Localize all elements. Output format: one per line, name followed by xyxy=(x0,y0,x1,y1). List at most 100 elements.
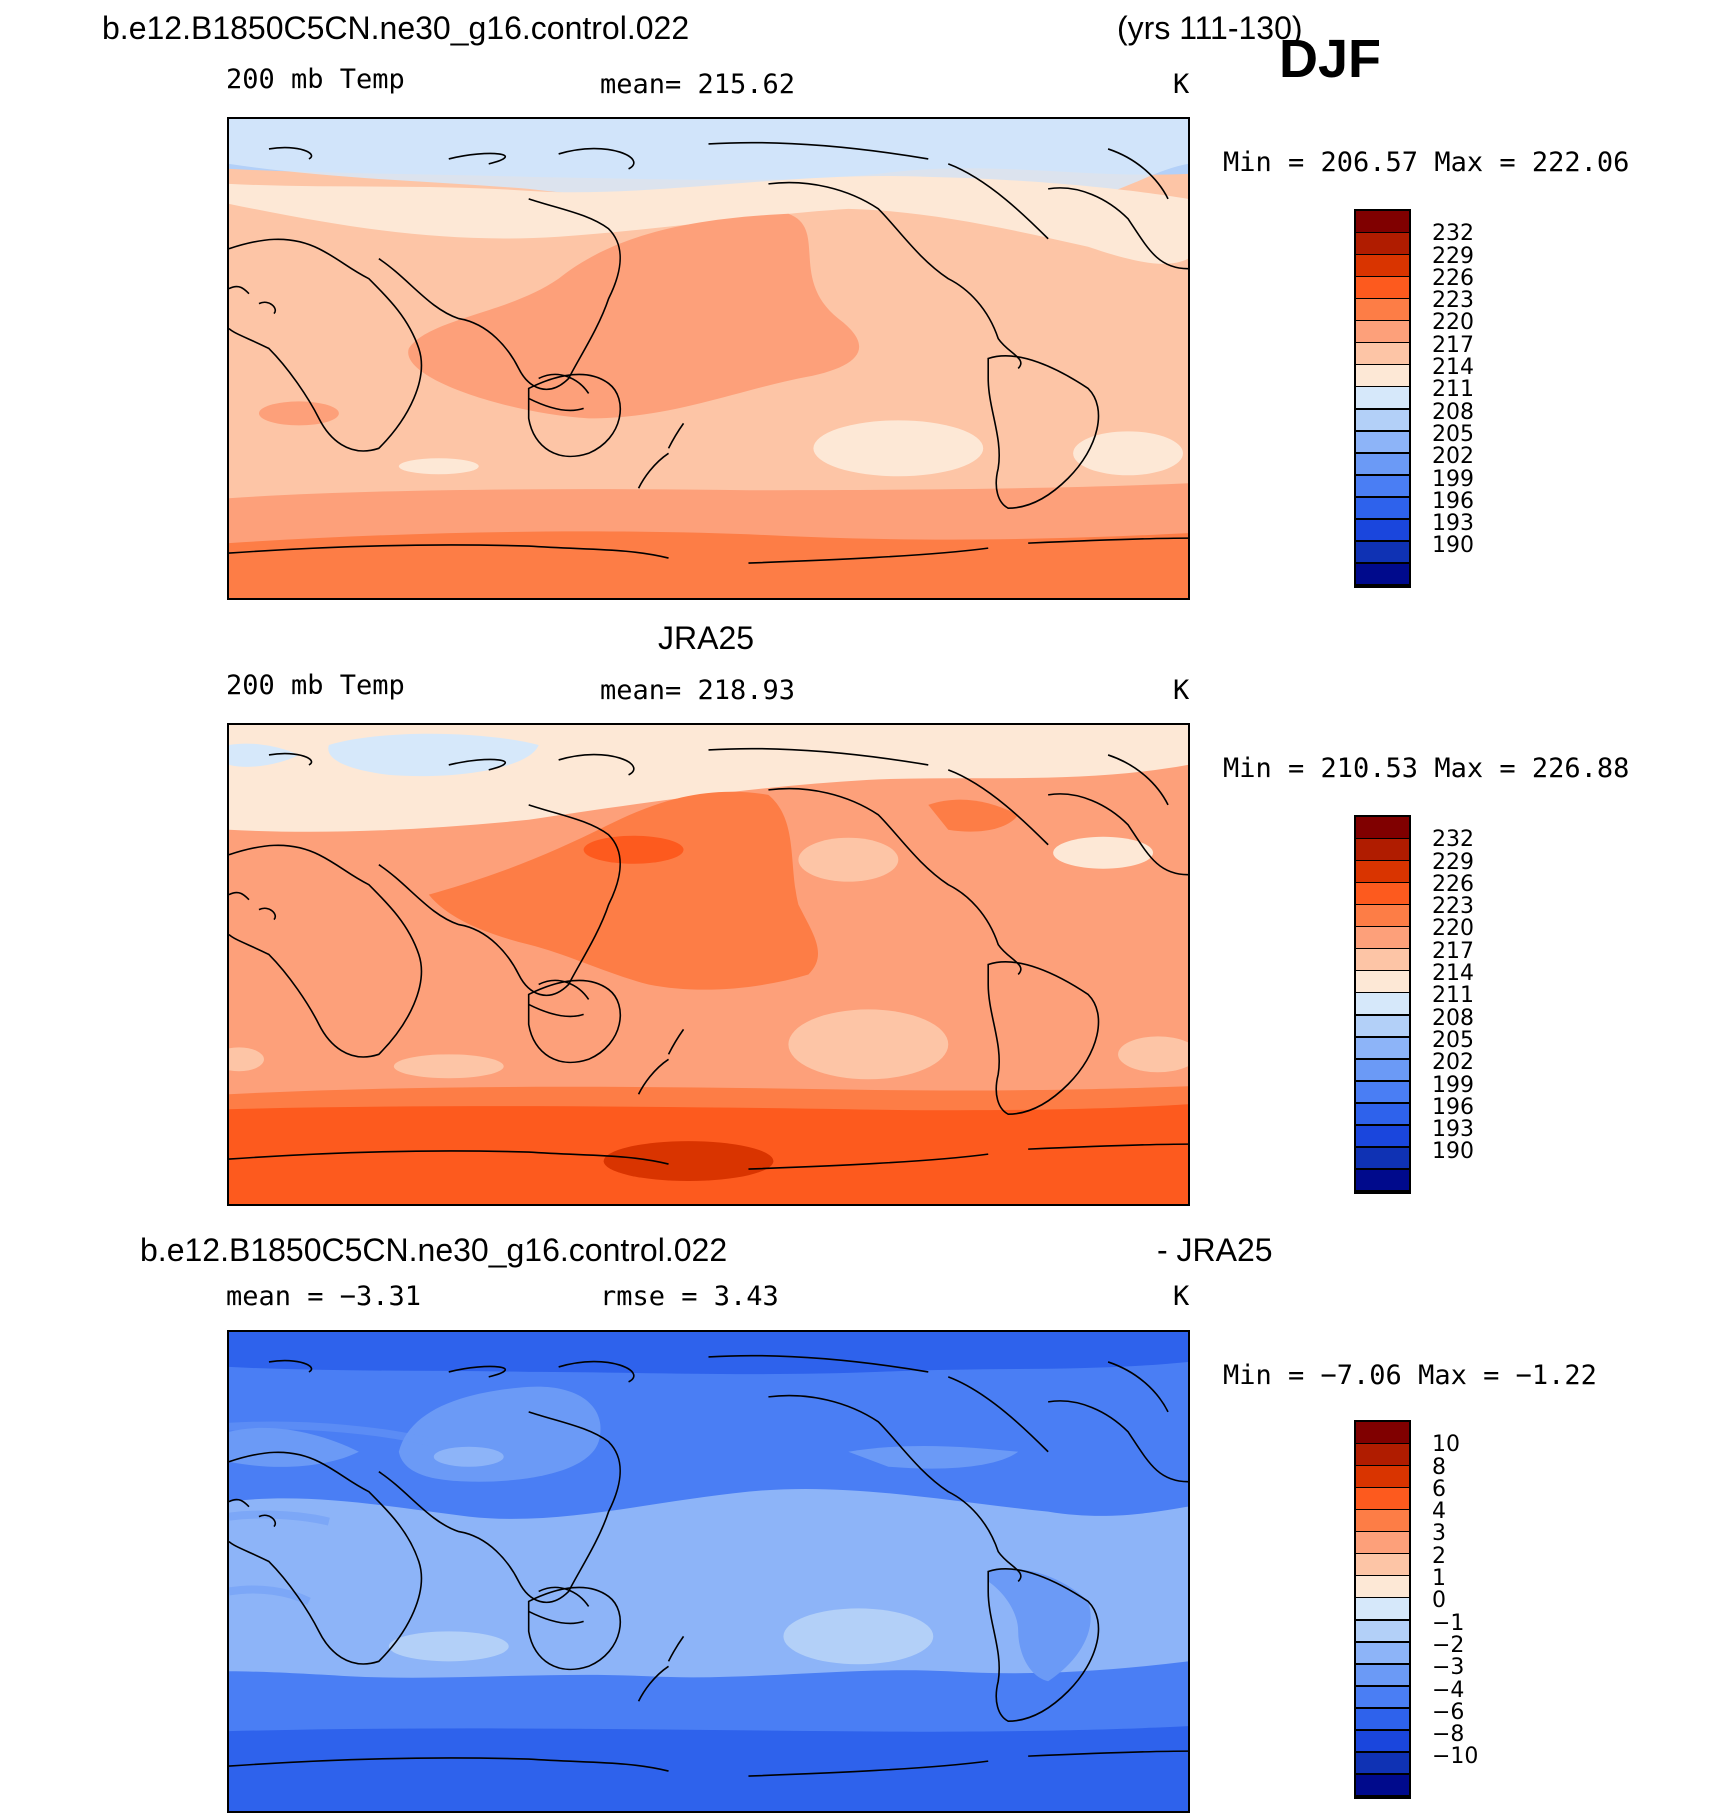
colorbar-cell xyxy=(1356,883,1409,904)
panel2-unit-label: K xyxy=(1173,675,1190,706)
colorbar-tick-label: 2 xyxy=(1432,1543,1446,1569)
colorbar-tick-label: 226 xyxy=(1432,265,1474,291)
colorbar-tick-label: 220 xyxy=(1432,310,1474,336)
colorbar-cell xyxy=(1356,1444,1409,1465)
colorbar-tick-label: 217 xyxy=(1432,332,1474,358)
colorbar-cell xyxy=(1356,497,1409,519)
colorbar-cell xyxy=(1356,971,1409,992)
colorbar-tick-label: 232 xyxy=(1432,827,1474,853)
colorbar-tick-label: 202 xyxy=(1432,1050,1474,1076)
colorbar-cell xyxy=(1356,541,1409,563)
colorbar-cell xyxy=(1356,453,1409,475)
colorbar-cell xyxy=(1356,1686,1409,1708)
colorbar-tick-label: 1 xyxy=(1432,1566,1446,1592)
colorbar-tick-label: 3 xyxy=(1432,1521,1446,1547)
colorbar-tick-label: 208 xyxy=(1432,1005,1474,1031)
colorbar-cell xyxy=(1356,1730,1409,1752)
panel3-title-right: - JRA25 xyxy=(1157,1232,1273,1268)
colorbar-tick-label: 229 xyxy=(1432,243,1474,269)
colorbar-cell xyxy=(1356,1169,1409,1191)
colorbar-cell xyxy=(1356,1598,1409,1620)
colorbar-cell xyxy=(1356,1532,1409,1553)
colorbar-cell xyxy=(1356,563,1409,585)
colorbar-tick-label: −10 xyxy=(1432,1744,1479,1770)
colorbar-tick-label: 226 xyxy=(1432,871,1474,897)
colorbar-cell xyxy=(1356,1422,1409,1443)
colorbar-cell xyxy=(1356,993,1409,1015)
colorbar-cell xyxy=(1356,1466,1409,1487)
colorbar-tick-label: −1 xyxy=(1432,1610,1465,1636)
panel3-unit-label: K xyxy=(1173,1281,1190,1312)
colorbar-tick-label: 10 xyxy=(1432,1432,1460,1458)
colorbar-cell xyxy=(1356,1576,1409,1597)
colorbar-tick-label: −6 xyxy=(1432,1699,1465,1725)
colorbar-tick-label: 0 xyxy=(1432,1588,1446,1614)
colorbar-tick-label: 211 xyxy=(1432,983,1474,1009)
colorbar-tick-label: 190 xyxy=(1432,533,1474,559)
panel1-colorbar xyxy=(1354,209,1411,588)
colorbar-tick-label: 196 xyxy=(1432,488,1474,514)
colorbar-tick-label: −4 xyxy=(1432,1677,1465,1703)
colorbar-tick-label: 205 xyxy=(1432,1027,1474,1053)
colorbar-cell xyxy=(1356,1752,1409,1774)
case-title: b.e12.B1850C5CN.ne30_g16.control.022 xyxy=(102,10,690,46)
colorbar-cell xyxy=(1356,1015,1409,1037)
colorbar-tick-label: 4 xyxy=(1432,1499,1446,1525)
colorbar-tick-label: 193 xyxy=(1432,1117,1474,1143)
colorbar-cell xyxy=(1356,817,1409,838)
season-label: DJF xyxy=(1279,29,1382,89)
colorbar-cell xyxy=(1356,861,1409,882)
colorbar-cell xyxy=(1356,905,1409,926)
colorbar-cell xyxy=(1356,299,1409,320)
colorbar-cell xyxy=(1356,365,1409,386)
colorbar-tick-label: 208 xyxy=(1432,399,1474,425)
colorbar-cell xyxy=(1356,1642,1409,1664)
colorbar-cell xyxy=(1356,1510,1409,1531)
panel3-title-left: b.e12.B1850C5CN.ne30_g16.control.022 xyxy=(140,1232,728,1268)
colorbar-tick-label: 232 xyxy=(1432,221,1474,247)
colorbar-tick-label: 6 xyxy=(1432,1476,1446,1502)
panel1-minmax-label: Min = 206.57 Max = 222.06 xyxy=(1223,147,1630,178)
colorbar-tick-label: 223 xyxy=(1432,894,1474,920)
colorbar-tick-label: 223 xyxy=(1432,288,1474,314)
colorbar-cell xyxy=(1356,1147,1409,1169)
colorbar-tick-label: 205 xyxy=(1432,421,1474,447)
colorbar-cell xyxy=(1356,1708,1409,1730)
colorbar-tick-label: 214 xyxy=(1432,961,1474,987)
colorbar-cell xyxy=(1356,233,1409,254)
colorbar-cell xyxy=(1356,949,1409,970)
panel2-minmax-label: Min = 210.53 Max = 226.88 xyxy=(1223,753,1630,784)
colorbar-cell xyxy=(1356,839,1409,860)
colorbar-cell xyxy=(1356,519,1409,541)
colorbar-cell xyxy=(1356,387,1409,409)
panel1-unit-label: K xyxy=(1173,69,1190,100)
panel1-variable-label: 200 mb Temp xyxy=(226,64,405,95)
panel2-map xyxy=(227,723,1190,1206)
colorbar-tick-label: 217 xyxy=(1432,938,1474,964)
panel3-minmax-label: Min = −7.06 Max = −1.22 xyxy=(1223,1360,1597,1391)
colorbar-cell xyxy=(1356,211,1409,232)
panel3-map xyxy=(227,1330,1190,1813)
colorbar-tick-label: 8 xyxy=(1432,1454,1446,1480)
colorbar-tick-label: 220 xyxy=(1432,916,1474,942)
panel1-map xyxy=(227,117,1190,600)
panel2-title: JRA25 xyxy=(658,620,755,656)
colorbar-cell xyxy=(1356,927,1409,948)
panel2-colorbar xyxy=(1354,815,1411,1194)
colorbar-cell xyxy=(1356,1554,1409,1575)
colorbar-tick-label: 193 xyxy=(1432,511,1474,537)
colorbar-tick-label: 214 xyxy=(1432,355,1474,381)
colorbar-tick-label: 196 xyxy=(1432,1094,1474,1120)
colorbar-cell xyxy=(1356,277,1409,298)
panel2-mean-label: mean= 218.93 xyxy=(600,675,796,706)
colorbar-cell xyxy=(1356,1037,1409,1059)
colorbar-cell xyxy=(1356,475,1409,497)
panel3-rmse-label: rmse = 3.43 xyxy=(600,1281,779,1312)
colorbar-tick-label: −8 xyxy=(1432,1722,1465,1748)
colorbar-cell xyxy=(1356,409,1409,431)
colorbar-tick-label: 202 xyxy=(1432,444,1474,470)
colorbar-tick-label: 190 xyxy=(1432,1139,1474,1165)
colorbar-cell xyxy=(1356,255,1409,276)
colorbar-cell xyxy=(1356,1081,1409,1103)
colorbar-tick-label: 199 xyxy=(1432,466,1474,492)
